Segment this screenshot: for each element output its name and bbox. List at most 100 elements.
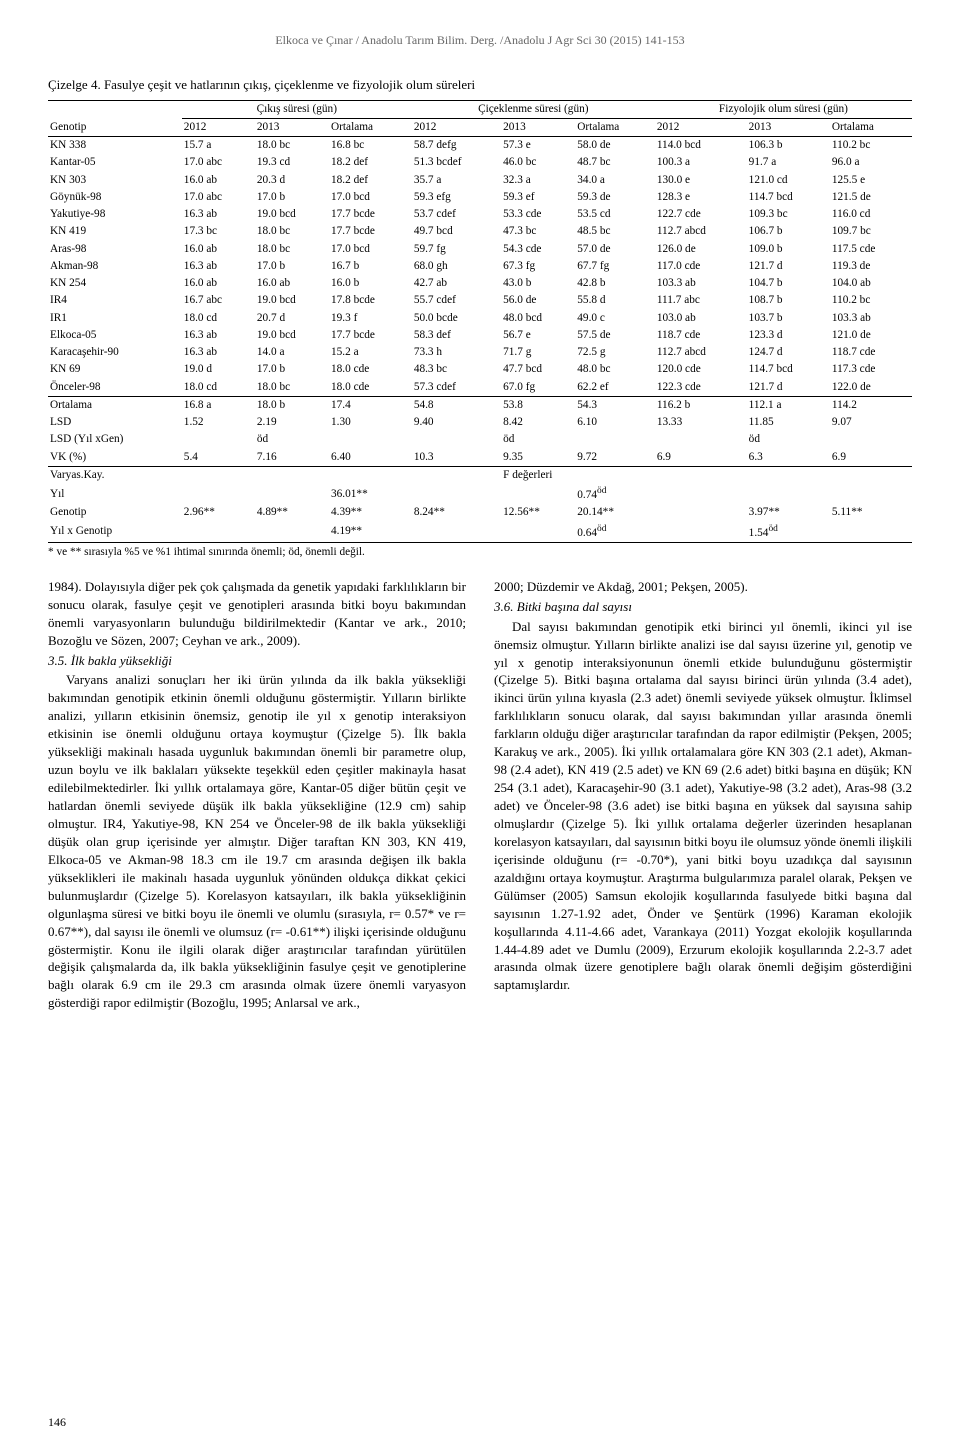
table-cell: öd bbox=[501, 431, 575, 448]
table-cell: 14.0 a bbox=[255, 344, 329, 361]
table-cell: IR4 bbox=[48, 292, 182, 309]
table-cell: 121.0 cd bbox=[747, 172, 830, 189]
table-cell: 34.0 a bbox=[575, 172, 655, 189]
table-cell: 114.7 bcd bbox=[747, 189, 830, 206]
table-cell: 57.0 de bbox=[575, 241, 655, 258]
table-cell: 19.0 bcd bbox=[255, 327, 329, 344]
col-header: Ortalama bbox=[329, 118, 412, 136]
table-cell bbox=[655, 522, 747, 543]
table-cell: 16.8 bc bbox=[329, 137, 412, 155]
table-cell: 108.7 b bbox=[747, 292, 830, 309]
table-cell: 16.7 abc bbox=[182, 292, 255, 309]
table-cell: 53.3 cde bbox=[501, 206, 575, 223]
table-cell: 116.0 cd bbox=[830, 206, 912, 223]
table-cell: 6.9 bbox=[830, 449, 912, 467]
group-header: Fizyolojik olum süresi (gün) bbox=[655, 100, 912, 118]
table-cell: 17.0 bcd bbox=[329, 241, 412, 258]
running-head: Elkoca ve Çınar / Anadolu Tarım Bilim. D… bbox=[48, 32, 912, 48]
table-cell: 12.56** bbox=[501, 504, 575, 521]
table-cell: 20.7 d bbox=[255, 310, 329, 327]
group-header: Çıkış süresi (gün) bbox=[182, 100, 412, 118]
table-cell bbox=[575, 431, 655, 448]
table-cell: KN 303 bbox=[48, 172, 182, 189]
table-cell: 17.0 bcd bbox=[329, 189, 412, 206]
table-cell bbox=[830, 431, 912, 448]
table-cell: 103.7 b bbox=[747, 310, 830, 327]
table-cell: 9.40 bbox=[412, 414, 501, 431]
table-caption: Çizelge 4. Fasulye çeşit ve hatlarının ç… bbox=[48, 76, 912, 94]
table-row: LSD (Yıl xGen)ödödöd bbox=[48, 431, 912, 448]
table-cell: 121.7 d bbox=[747, 258, 830, 275]
table-cell: 68.0 gh bbox=[412, 258, 501, 275]
table-row: Aras-9816.0 ab18.0 bc17.0 bcd59.7 fg54.3… bbox=[48, 241, 912, 258]
table-cell: 112.1 a bbox=[747, 396, 830, 414]
table-cell: 1.30 bbox=[329, 414, 412, 431]
table-row: KN 25416.0 ab16.0 ab16.0 b42.7 ab43.0 b4… bbox=[48, 275, 912, 292]
table-cell: 47.3 bc bbox=[501, 223, 575, 240]
table-cell: 109.7 bc bbox=[830, 223, 912, 240]
table-cell: 51.3 bcdef bbox=[412, 154, 501, 171]
table-cell: 91.7 a bbox=[747, 154, 830, 171]
col-header: 2012 bbox=[182, 118, 255, 136]
table-cell: 53.7 cdef bbox=[412, 206, 501, 223]
table-row: KN 30316.0 ab20.3 d18.2 def35.7 a32.3 a3… bbox=[48, 172, 912, 189]
table-cell: 48.5 bc bbox=[575, 223, 655, 240]
table-cell: Yıl bbox=[48, 484, 182, 504]
table-cell: 116.2 b bbox=[655, 396, 747, 414]
body-text: 1984). Dolayısıyla diğer pek çok çalışma… bbox=[48, 578, 466, 650]
table-cell bbox=[655, 504, 747, 521]
table-cell: 17.0 abc bbox=[182, 154, 255, 171]
table-cell: 96.0 a bbox=[830, 154, 912, 171]
table-cell: 8.42 bbox=[501, 414, 575, 431]
table-cell: 5.11** bbox=[830, 504, 912, 521]
table-cell: 121.5 de bbox=[830, 189, 912, 206]
table-cell: 43.0 b bbox=[501, 275, 575, 292]
table-cell: 16.3 ab bbox=[182, 327, 255, 344]
col-header: 2013 bbox=[747, 118, 830, 136]
table-cell: 16.7 b bbox=[329, 258, 412, 275]
table-cell: 57.3 cdef bbox=[412, 379, 501, 397]
table-cell: 6.40 bbox=[329, 449, 412, 467]
table-cell: Genotip bbox=[48, 504, 182, 521]
body-text: Varyans analizi sonuçları her iki ürün y… bbox=[48, 671, 466, 1012]
table-cell: 110.2 bc bbox=[830, 292, 912, 309]
table-cell: 54.3 cde bbox=[501, 241, 575, 258]
table-cell: 16.0 ab bbox=[182, 241, 255, 258]
table-cell: 67.3 fg bbox=[501, 258, 575, 275]
table-cell: 48.3 bc bbox=[412, 361, 501, 378]
table-row: KN 33815.7 a18.0 bc16.8 bc58.7 defg57.3 … bbox=[48, 137, 912, 155]
table-cell: 56.0 de bbox=[501, 292, 575, 309]
table-cell: KN 69 bbox=[48, 361, 182, 378]
table-cell: 54.8 bbox=[412, 396, 501, 414]
table-cell: 18.0 bc bbox=[255, 223, 329, 240]
table-row: KN 6919.0 d17.0 b18.0 cde48.3 bc47.7 bcd… bbox=[48, 361, 912, 378]
table-cell: Ortalama bbox=[48, 396, 182, 414]
table-cell bbox=[182, 484, 255, 504]
body-text: Dal sayısı bakımından genotipik etki bir… bbox=[494, 618, 912, 995]
table-cell: 73.3 h bbox=[412, 344, 501, 361]
table-cell: Aras-98 bbox=[48, 241, 182, 258]
table-cell: 16.0 ab bbox=[182, 172, 255, 189]
f-right-label: F değerleri bbox=[501, 466, 912, 484]
table-cell: 17.0 abc bbox=[182, 189, 255, 206]
table-cell: 53.8 bbox=[501, 396, 575, 414]
table-cell: 7.16 bbox=[255, 449, 329, 467]
table-row: IR416.7 abc19.0 bcd17.8 bcde55.7 cdef56.… bbox=[48, 292, 912, 309]
table-cell: 67.7 fg bbox=[575, 258, 655, 275]
table-cell bbox=[255, 522, 329, 543]
col-header: Ortalama bbox=[830, 118, 912, 136]
col-header: 2012 bbox=[655, 118, 747, 136]
table-cell: LSD (Yıl xGen) bbox=[48, 431, 182, 448]
table-cell: 1.52 bbox=[182, 414, 255, 431]
table-cell: 57.5 de bbox=[575, 327, 655, 344]
table-cell: 122.7 cde bbox=[655, 206, 747, 223]
table-cell: LSD bbox=[48, 414, 182, 431]
table-cell: 9.72 bbox=[575, 449, 655, 467]
table-cell: 109.0 b bbox=[747, 241, 830, 258]
col-header: 2013 bbox=[255, 118, 329, 136]
table-cell: 120.0 cde bbox=[655, 361, 747, 378]
table-cell: 20.3 d bbox=[255, 172, 329, 189]
table-cell: 36.01** bbox=[329, 484, 412, 504]
table-cell: 103.3 ab bbox=[830, 310, 912, 327]
table-cell: 112.7 abcd bbox=[655, 223, 747, 240]
